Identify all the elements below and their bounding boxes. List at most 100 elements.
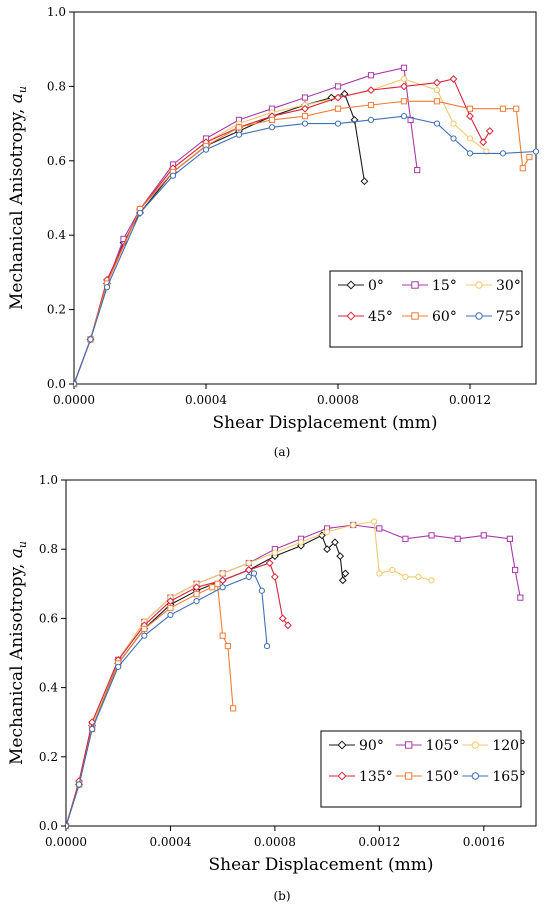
legend-label: 15° xyxy=(432,278,457,294)
data-point xyxy=(74,380,78,388)
data-point xyxy=(218,576,227,585)
legend-marker xyxy=(346,280,356,290)
legend-label: 0° xyxy=(368,278,384,294)
data-point xyxy=(466,150,474,157)
data-point xyxy=(235,131,243,138)
data-point xyxy=(400,98,408,105)
data-point xyxy=(167,611,174,619)
data-point xyxy=(400,82,408,91)
y-axis-title-symbol: a xyxy=(7,93,27,103)
data-point xyxy=(449,75,458,83)
x-tick-label: 0.0012 xyxy=(449,393,491,407)
y-tick-label: 0.0 xyxy=(47,377,66,391)
legend-marker xyxy=(337,740,347,750)
legend-marker xyxy=(337,771,347,781)
legend-marker xyxy=(411,281,419,289)
legend-label: 105° xyxy=(426,738,460,754)
data-point xyxy=(499,150,507,157)
chart-panel-a: 0.0 0.2 0.4 0.6 0.8 1.0 0.0000 0.0004 0.0008 0.00… xyxy=(7,5,540,459)
series-4 xyxy=(74,98,533,388)
y-axis-title-subscript: u xyxy=(16,86,29,93)
y-tick-label: 0.0 xyxy=(39,819,58,833)
data-point xyxy=(517,594,524,601)
data-point xyxy=(202,146,210,153)
data-point xyxy=(479,138,488,147)
data-point xyxy=(338,576,347,585)
chart-a-svg: 0.0 0.2 0.4 0.6 0.8 1.0 0.0000 0.0004 0.0008 0.00… xyxy=(7,5,540,459)
data-point xyxy=(324,528,331,536)
x-axis-title: Shear Displacement (mm) xyxy=(212,413,437,433)
legend-item: 60° xyxy=(402,309,457,325)
data-point xyxy=(271,549,278,556)
data-point xyxy=(136,209,144,216)
legend-item: 165° xyxy=(462,769,526,785)
data-point xyxy=(334,105,342,112)
y-tick-label: 1.0 xyxy=(47,5,66,19)
data-point xyxy=(66,822,70,830)
data-point xyxy=(350,521,357,529)
data-point xyxy=(376,525,383,532)
data-point xyxy=(433,98,441,105)
y-tick-label: 0.4 xyxy=(39,681,58,695)
data-point xyxy=(166,597,175,606)
data-point xyxy=(103,284,111,291)
legend-item: 135° xyxy=(329,769,393,785)
legend-label: 45° xyxy=(368,309,393,325)
data-point xyxy=(219,570,226,577)
y-axis-title: Mechanical Anisotropy, au xyxy=(7,541,29,765)
data-point xyxy=(360,177,369,186)
plot-frame xyxy=(73,11,537,385)
data-point xyxy=(400,113,408,120)
x-tick-label: 0.0000 xyxy=(45,835,87,849)
data-point xyxy=(268,124,276,131)
legend-marker xyxy=(475,312,483,320)
data-point xyxy=(219,584,226,591)
data-point xyxy=(433,78,441,87)
legend-item: 150° xyxy=(395,769,460,785)
legend-label: 150° xyxy=(426,769,460,785)
data-point xyxy=(513,105,520,112)
series-line xyxy=(66,534,346,827)
data-point xyxy=(400,64,408,71)
legend-label: 120° xyxy=(492,738,526,754)
data-point xyxy=(402,573,409,580)
data-point xyxy=(219,632,226,639)
y-tick-label: 0.4 xyxy=(47,228,66,242)
data-point xyxy=(141,632,148,639)
data-point xyxy=(376,570,383,577)
legend-item: 30° xyxy=(466,278,521,294)
data-point xyxy=(270,572,279,581)
x-tick-label: 0.0000 xyxy=(53,393,95,407)
data-point xyxy=(250,570,258,577)
data-point xyxy=(433,120,441,127)
data-point xyxy=(193,591,200,598)
legend-item: 105° xyxy=(395,738,460,754)
series-line xyxy=(66,572,268,827)
y-axis-title-text: Mechanical Anisotropy, xyxy=(7,558,27,765)
legend: 0° 15° 30° 45° 60° 75° xyxy=(329,270,523,348)
legend-item: 90° xyxy=(329,738,384,754)
x-tick-label: 0.0004 xyxy=(149,835,191,849)
data-point xyxy=(389,566,396,574)
data-point xyxy=(428,532,435,539)
data-point xyxy=(466,105,474,112)
data-point xyxy=(323,545,332,554)
figure-caption: (a) xyxy=(274,445,291,459)
legend-marker xyxy=(471,741,480,749)
data-point xyxy=(334,93,342,102)
y-axis-title-text: Mechanical Anisotropy, xyxy=(7,103,27,310)
y-tick-label: 0.2 xyxy=(47,303,66,317)
data-point xyxy=(301,94,309,101)
data-point xyxy=(224,642,231,650)
legend-box xyxy=(320,730,522,808)
data-point xyxy=(519,165,526,172)
x-tick-label: 0.0008 xyxy=(317,393,359,407)
y-tick-label: 0.8 xyxy=(47,79,66,93)
data-point xyxy=(367,101,375,109)
data-point xyxy=(367,72,375,79)
data-point xyxy=(400,75,408,83)
y-tick-label: 0.6 xyxy=(39,611,58,625)
data-point xyxy=(245,573,252,580)
legend: 90° 105° 120° 135° 150° 165° xyxy=(320,730,526,808)
data-point xyxy=(284,621,292,630)
